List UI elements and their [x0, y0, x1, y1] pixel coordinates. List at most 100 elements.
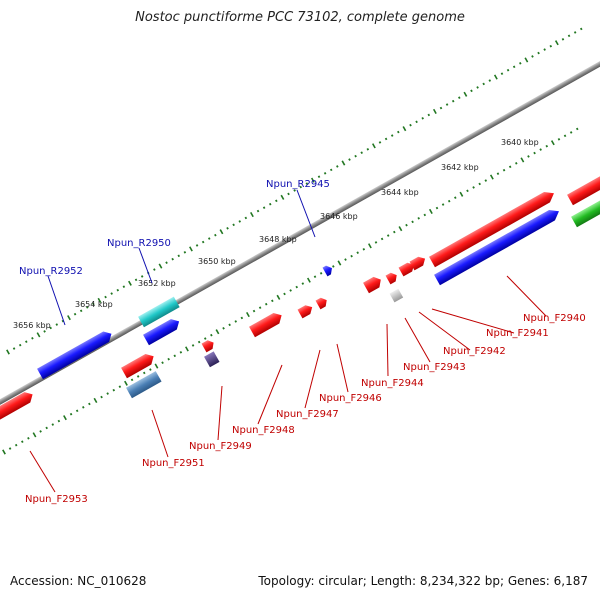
major-tick: [250, 211, 254, 218]
gene-arrow-npun-f2941: [434, 209, 559, 286]
major-tick: [154, 363, 159, 369]
gene-arrow: [126, 371, 162, 399]
minor-tick: [435, 206, 439, 210]
kbp-label: 3656 kbp: [13, 321, 51, 330]
minor-tick: [378, 141, 382, 144]
minor-tick: [506, 68, 510, 72]
minor-tick: [228, 323, 231, 327]
major-tick: [524, 57, 529, 63]
minor-tick: [262, 206, 266, 209]
minor-tick: [518, 62, 522, 65]
gene-arrow-npun-r2950: [138, 296, 180, 328]
minor-tick: [508, 165, 512, 169]
minor-tick: [549, 44, 553, 48]
minor-tick: [110, 292, 113, 295]
major-tick: [341, 160, 346, 166]
minor-tick: [39, 430, 42, 433]
minor-tick: [476, 86, 479, 89]
major-tick: [520, 157, 525, 163]
minor-tick: [210, 333, 213, 337]
minor-tick: [567, 34, 571, 38]
major-tick: [307, 277, 311, 283]
minor-tick: [142, 371, 146, 375]
minor-tick: [386, 234, 390, 237]
genome-backbone: [0, 51, 600, 410]
minor-tick: [122, 285, 126, 289]
gene-label: Npun_R2952: [19, 266, 83, 277]
minor-tick: [301, 282, 305, 285]
minor-tick: [417, 217, 420, 220]
gene-label: Npun_R2945: [266, 179, 330, 190]
gene-arrow-npun-f2949: [201, 340, 214, 353]
kbp-label: 3650 kbp: [198, 257, 236, 266]
minor-tick: [512, 65, 516, 69]
major-tick: [276, 294, 281, 300]
minor-tick: [203, 337, 207, 340]
minor-tick: [390, 134, 394, 137]
minor-tick: [252, 309, 256, 313]
minor-tick: [104, 295, 107, 299]
kbp-label: 3648 kbp: [259, 235, 297, 244]
minor-tick: [195, 244, 199, 247]
major-tick: [63, 415, 67, 421]
minor-tick: [256, 209, 260, 213]
minor-tick: [447, 199, 451, 203]
minor-tick: [268, 202, 272, 206]
gene-arrow-npun-f2940: [429, 191, 554, 268]
minor-tick: [222, 326, 225, 330]
minor-tick: [8, 447, 12, 450]
minor-tick: [177, 254, 181, 258]
major-tick: [428, 208, 433, 215]
minor-tick: [238, 220, 242, 223]
minor-tick: [57, 419, 61, 423]
minor-tick: [207, 237, 211, 240]
minor-tick: [173, 354, 177, 358]
gene-arrow: [409, 256, 426, 271]
major-tick: [189, 246, 193, 252]
minor-tick: [409, 123, 412, 127]
major-tick: [128, 280, 132, 286]
minor-tick: [415, 120, 418, 124]
kbp-label: 3644 kbp: [381, 188, 419, 197]
major-tick: [337, 260, 342, 266]
minor-tick: [454, 196, 457, 200]
minor-tick: [153, 268, 156, 271]
kbp-label: 3646 kbp: [320, 212, 358, 221]
minor-tick: [366, 147, 370, 151]
minor-tick: [61, 319, 65, 323]
gene-label: Npun_F2946: [319, 393, 382, 404]
minor-tick: [287, 192, 290, 196]
minor-tick: [561, 37, 565, 41]
minor-tick: [533, 151, 536, 155]
minor-tick: [18, 343, 22, 347]
small-feature: [204, 351, 220, 368]
minor-tick: [539, 148, 542, 151]
minor-tick: [427, 113, 431, 117]
minor-tick: [55, 323, 59, 326]
minor-tick: [289, 289, 292, 292]
minor-tick: [470, 89, 473, 93]
minor-tick: [21, 440, 24, 444]
minor-tick: [100, 395, 103, 399]
minor-tick: [14, 443, 18, 447]
minor-tick: [527, 155, 530, 158]
gene-arrow-npun-f2943: [385, 272, 397, 285]
minor-tick: [106, 392, 109, 395]
minor-tick: [165, 261, 168, 264]
minor-tick: [317, 175, 321, 179]
minor-tick: [393, 230, 396, 234]
minor-tick: [118, 385, 122, 389]
minor-tick: [500, 72, 504, 75]
minor-tick: [183, 251, 187, 254]
gene-labels: Npun_R2945 Npun_R2950 Npun_R2952 Npun_F2…: [19, 179, 586, 505]
minor-tick: [43, 330, 46, 333]
minor-tick: [451, 99, 455, 103]
gene-label: Npun_F2943: [403, 362, 466, 373]
gene-label: Npun_F2941: [486, 328, 549, 339]
minor-tick: [275, 199, 278, 203]
minor-tick: [319, 271, 323, 275]
minor-tick: [86, 306, 89, 309]
minor-tick: [380, 237, 384, 241]
minor-tick: [27, 436, 30, 440]
gene-arrow: [143, 319, 180, 346]
